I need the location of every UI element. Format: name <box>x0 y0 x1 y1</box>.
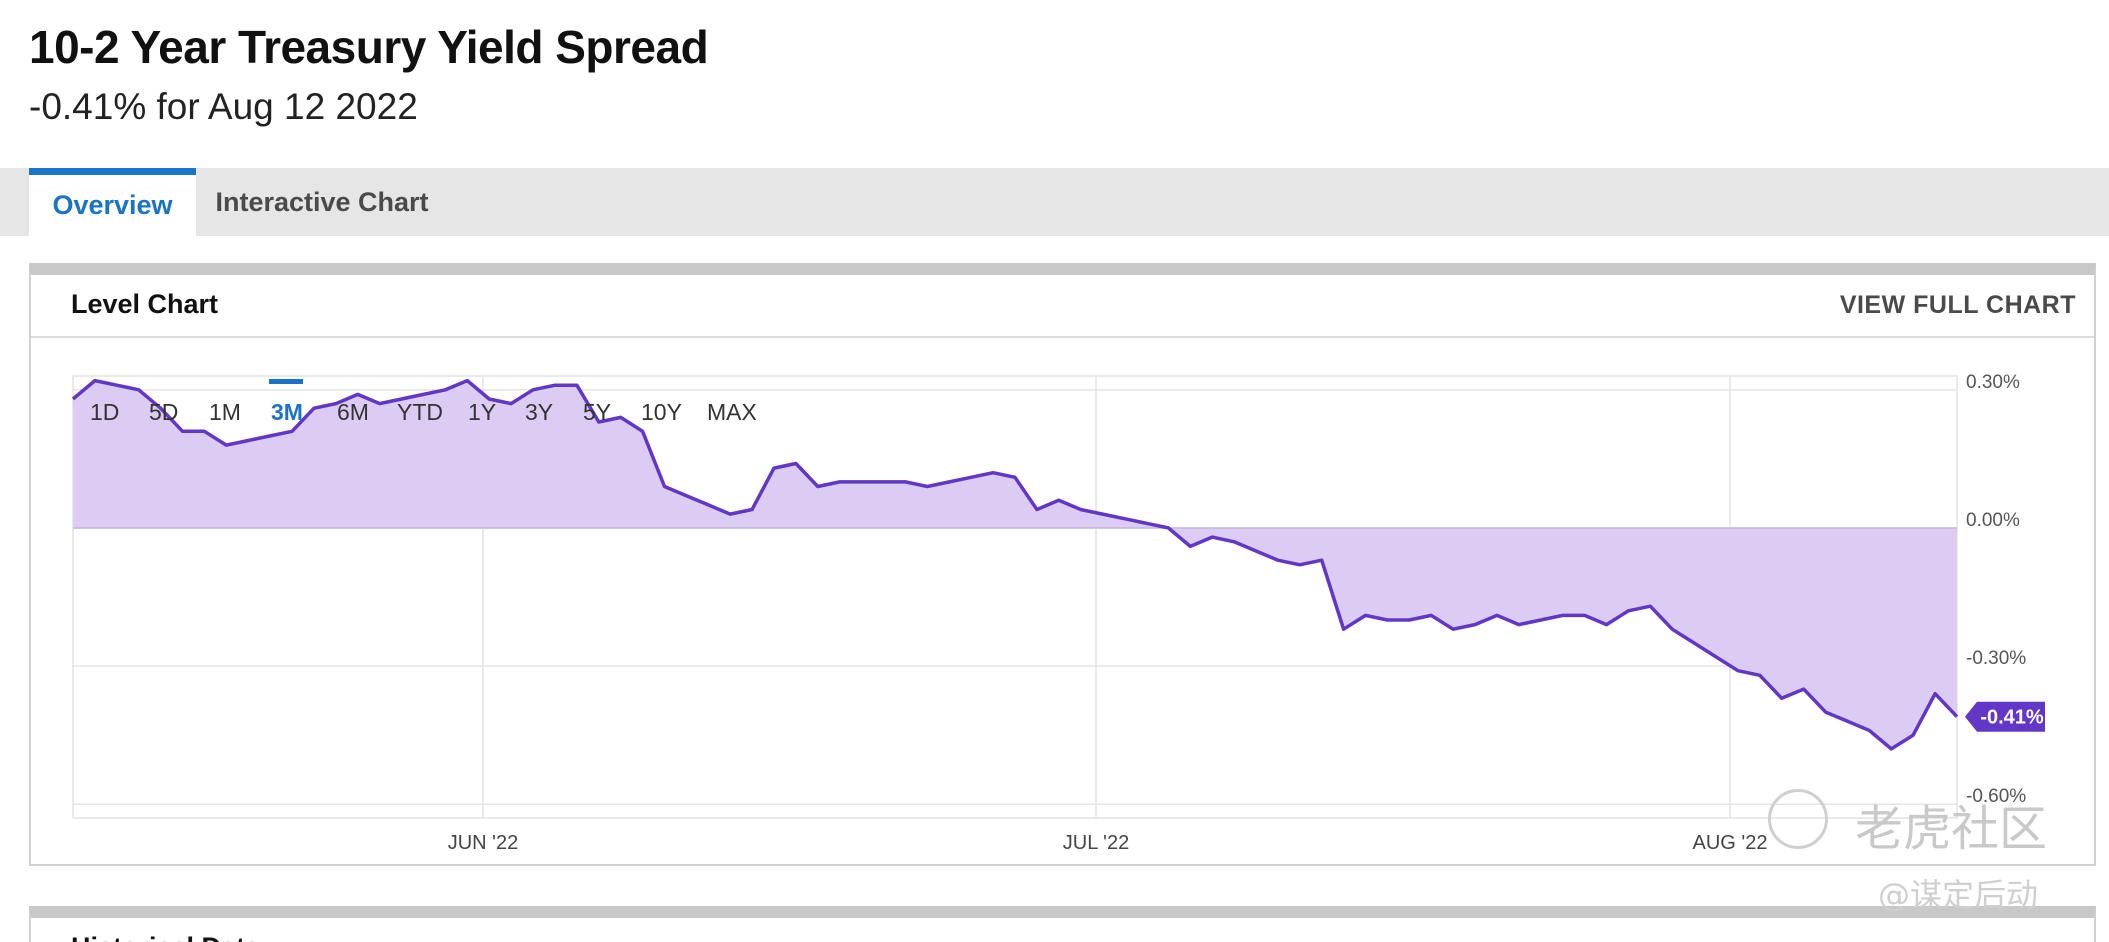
current-value-badge <box>1965 701 2045 732</box>
historical-data-card: Historical Data <box>29 906 2096 942</box>
page-subtitle: -0.41% for Aug 12 2022 <box>29 86 418 127</box>
range-button-3y[interactable]: 3Y <box>525 399 553 425</box>
range-button-5d[interactable]: 5D <box>149 399 178 425</box>
y-tick-label: -0.60% <box>1966 786 2026 807</box>
page-title: 10-2 Year Treasury Yield Spread <box>29 21 709 73</box>
level-chart: 0.30% 0.00% -0.30% -0.60% JUN '22 JUL '22 AUG … <box>71 372 2045 854</box>
current-value-label: -0.41% <box>1980 707 2044 729</box>
y-tick-label: 0.00% <box>1966 510 2020 531</box>
range-button-5y[interactable]: 5Y <box>583 399 611 425</box>
range-button-1m[interactable]: 1M <box>209 399 241 425</box>
watermark-text: 老虎社区 <box>1855 801 2048 857</box>
tab-bar: Overview Interactive Chart <box>0 168 2109 236</box>
watermark-handle: @谋定后动 <box>1878 876 2039 914</box>
card-title: Level Chart <box>71 289 219 319</box>
tab-interactive-chart[interactable]: Interactive Chart <box>215 186 429 217</box>
range-button-ytd[interactable]: YTD <box>397 399 443 425</box>
x-tick-label: AUG '22 <box>1693 832 1768 854</box>
active-range-indicator <box>269 379 303 384</box>
y-tick-label: -0.30% <box>1966 648 2026 669</box>
range-button-1y[interactable]: 1Y <box>468 399 496 425</box>
x-tick-label: JUN '22 <box>448 832 519 854</box>
card-header: Level Chart VIEW FULL CHART <box>31 275 2094 338</box>
series-area <box>73 380 1957 749</box>
x-tick-label: JUL '22 <box>1063 832 1129 854</box>
view-full-chart-link[interactable]: VIEW FULL CHART <box>1839 291 2076 319</box>
range-button-6m[interactable]: 6M <box>337 399 369 425</box>
level-chart-card: Level Chart VIEW FULL CHART 0.30% 0.00% -0… <box>29 263 2096 866</box>
range-button-1d[interactable]: 1D <box>90 399 119 425</box>
range-button-10y[interactable]: 10Y <box>641 399 682 425</box>
y-tick-label: 0.30% <box>1966 372 2020 393</box>
watermark-logo-icon <box>1768 789 1828 849</box>
range-button-max[interactable]: MAX <box>707 399 757 425</box>
range-button-3m[interactable]: 3M <box>271 399 303 425</box>
historical-data-title: Historical Data <box>71 932 260 942</box>
tab-overview[interactable]: Overview <box>29 168 196 236</box>
series-line <box>71 378 1959 751</box>
